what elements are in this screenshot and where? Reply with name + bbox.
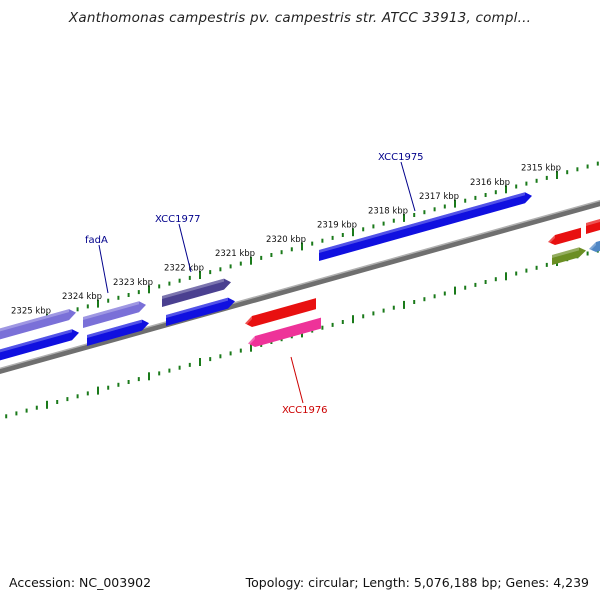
xcc1976-label: XCC1976 xyxy=(282,405,328,416)
gene-arrow-xcc1976-red[interactable] xyxy=(245,298,316,327)
summary-text: Topology: circular; Length: 5,076,188 bp… xyxy=(245,575,589,590)
gene-label-xcc1976[interactable]: XCC1976 xyxy=(282,356,328,416)
gene-arrow-right-top-red[interactable] xyxy=(586,215,600,234)
gene-arrow-right-olive[interactable] xyxy=(552,247,586,265)
gene-arrow-highlight xyxy=(548,235,555,245)
map-title: Xanthomonas campestris pv. campestris st… xyxy=(68,10,532,26)
gene-arrow-highlight xyxy=(0,309,69,332)
scale-labels: 2315 kbp 2316 kbp 2317 kbp 2318 kbp 2319 kbp… xyxy=(11,164,561,317)
backbone xyxy=(0,199,600,375)
gene-arrow-highlight xyxy=(83,301,139,320)
gene-arrow-highlight xyxy=(245,316,252,327)
gene-label-fada[interactable]: fadA xyxy=(85,235,109,294)
kbp-tick-label: 2316 kbp xyxy=(470,178,510,188)
kbp-tick-label: 2321 kbp xyxy=(215,249,255,259)
gene-arrow-highlight xyxy=(87,319,142,338)
kbp-tick-label: 2317 kbp xyxy=(419,192,459,202)
kbp-tick-label: 2318 kbp xyxy=(368,206,408,216)
gene-arrow-right-red[interactable] xyxy=(548,227,581,245)
kbp-tick-label: 2315 kbp xyxy=(521,164,561,174)
kbp-tick-label: 2319 kbp xyxy=(317,221,357,231)
kbp-tick-label: 2324 kbp xyxy=(62,292,102,302)
gene-arrow-fada-top[interactable] xyxy=(83,301,146,328)
gene-arrow-fada-bot[interactable] xyxy=(87,319,149,346)
xcc1975-label: XCC1975 xyxy=(378,152,424,163)
gene-arrow-right-steel[interactable] xyxy=(589,235,600,252)
gene-arrow-xcc1977-top[interactable] xyxy=(162,278,231,307)
gene-arrow-xcc1976-pink[interactable] xyxy=(248,317,321,347)
accession-text: Accession: NC_003902 xyxy=(9,575,152,590)
gene-arrow-xcc1975-top[interactable] xyxy=(319,192,532,261)
gene-arrow-xcc1977-bot[interactable] xyxy=(166,297,235,326)
kbp-tick-label: 2320 kbp xyxy=(266,235,306,245)
gene-features xyxy=(0,192,600,366)
gene-label-xcc1975[interactable]: XCC1975 xyxy=(378,152,424,212)
gene-arrow-left-bot[interactable] xyxy=(0,329,79,366)
fada-label: fadA xyxy=(85,235,108,246)
gene-arrow-highlight xyxy=(0,329,72,353)
scale-ticks-lower xyxy=(5,248,599,419)
gene-arrow-highlight xyxy=(319,192,525,253)
kbp-tick-label: 2323 kbp xyxy=(113,278,153,288)
gene-label-xcc1977[interactable]: XCC1977 xyxy=(155,214,201,273)
gene-arrow-highlight xyxy=(586,219,600,226)
gene-arrow-highlight xyxy=(248,336,255,347)
kbp-tick-label: 2322 kbp xyxy=(164,264,204,274)
gene-arrow-highlight xyxy=(589,242,596,252)
gene-arrow-left-top[interactable] xyxy=(0,309,76,345)
gene-arrow-highlight xyxy=(166,297,228,318)
kbp-tick-label: 2325 kbp xyxy=(11,306,51,316)
gene-arrow-highlight xyxy=(162,278,224,299)
gene-arrow-highlight xyxy=(552,247,579,258)
xcc1977-label: XCC1977 xyxy=(155,214,201,225)
